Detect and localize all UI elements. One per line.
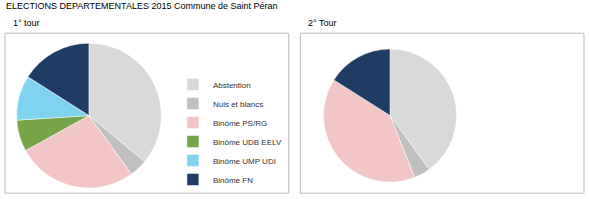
svg-text:Binôme UMP UDI: Binôme UMP UDI xyxy=(213,157,276,166)
svg-text:ELECTIONS DEPARTEMENTALES 2015: ELECTIONS DEPARTEMENTALES 2015 Commune d… xyxy=(6,1,278,11)
svg-text:Binôme PS/RG: Binôme PS/RG xyxy=(213,119,267,128)
svg-text:Binôme UDB EELV: Binôme UDB EELV xyxy=(213,138,282,147)
svg-text:Nuls et blancs: Nuls et blancs xyxy=(213,100,263,109)
svg-text:Binôme FN: Binôme FN xyxy=(213,176,253,185)
svg-text:Abstention: Abstention xyxy=(213,81,251,90)
svg-text:2° Tour: 2° Tour xyxy=(308,18,336,28)
svg-text:1° tour: 1° tour xyxy=(13,18,40,28)
